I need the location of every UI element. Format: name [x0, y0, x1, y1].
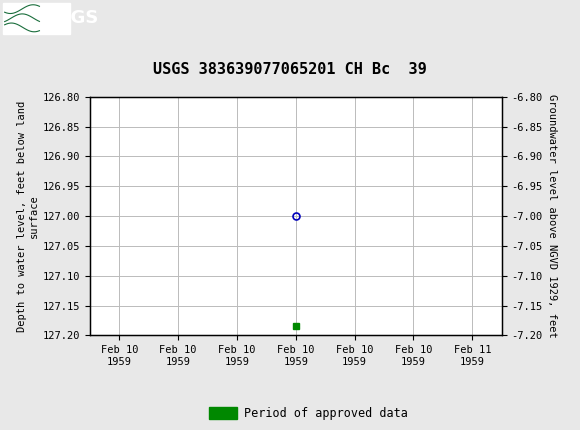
Y-axis label: Groundwater level above NGVD 1929, feet: Groundwater level above NGVD 1929, feet [547, 94, 557, 338]
Text: USGS 383639077065201 CH Bc  39: USGS 383639077065201 CH Bc 39 [153, 62, 427, 77]
Text: USGS: USGS [44, 9, 99, 27]
Bar [3, 3, 70, 34]
Y-axis label: Depth to water level, feet below land
surface: Depth to water level, feet below land su… [17, 101, 38, 332]
Text: Period of approved data: Period of approved data [244, 407, 408, 420]
